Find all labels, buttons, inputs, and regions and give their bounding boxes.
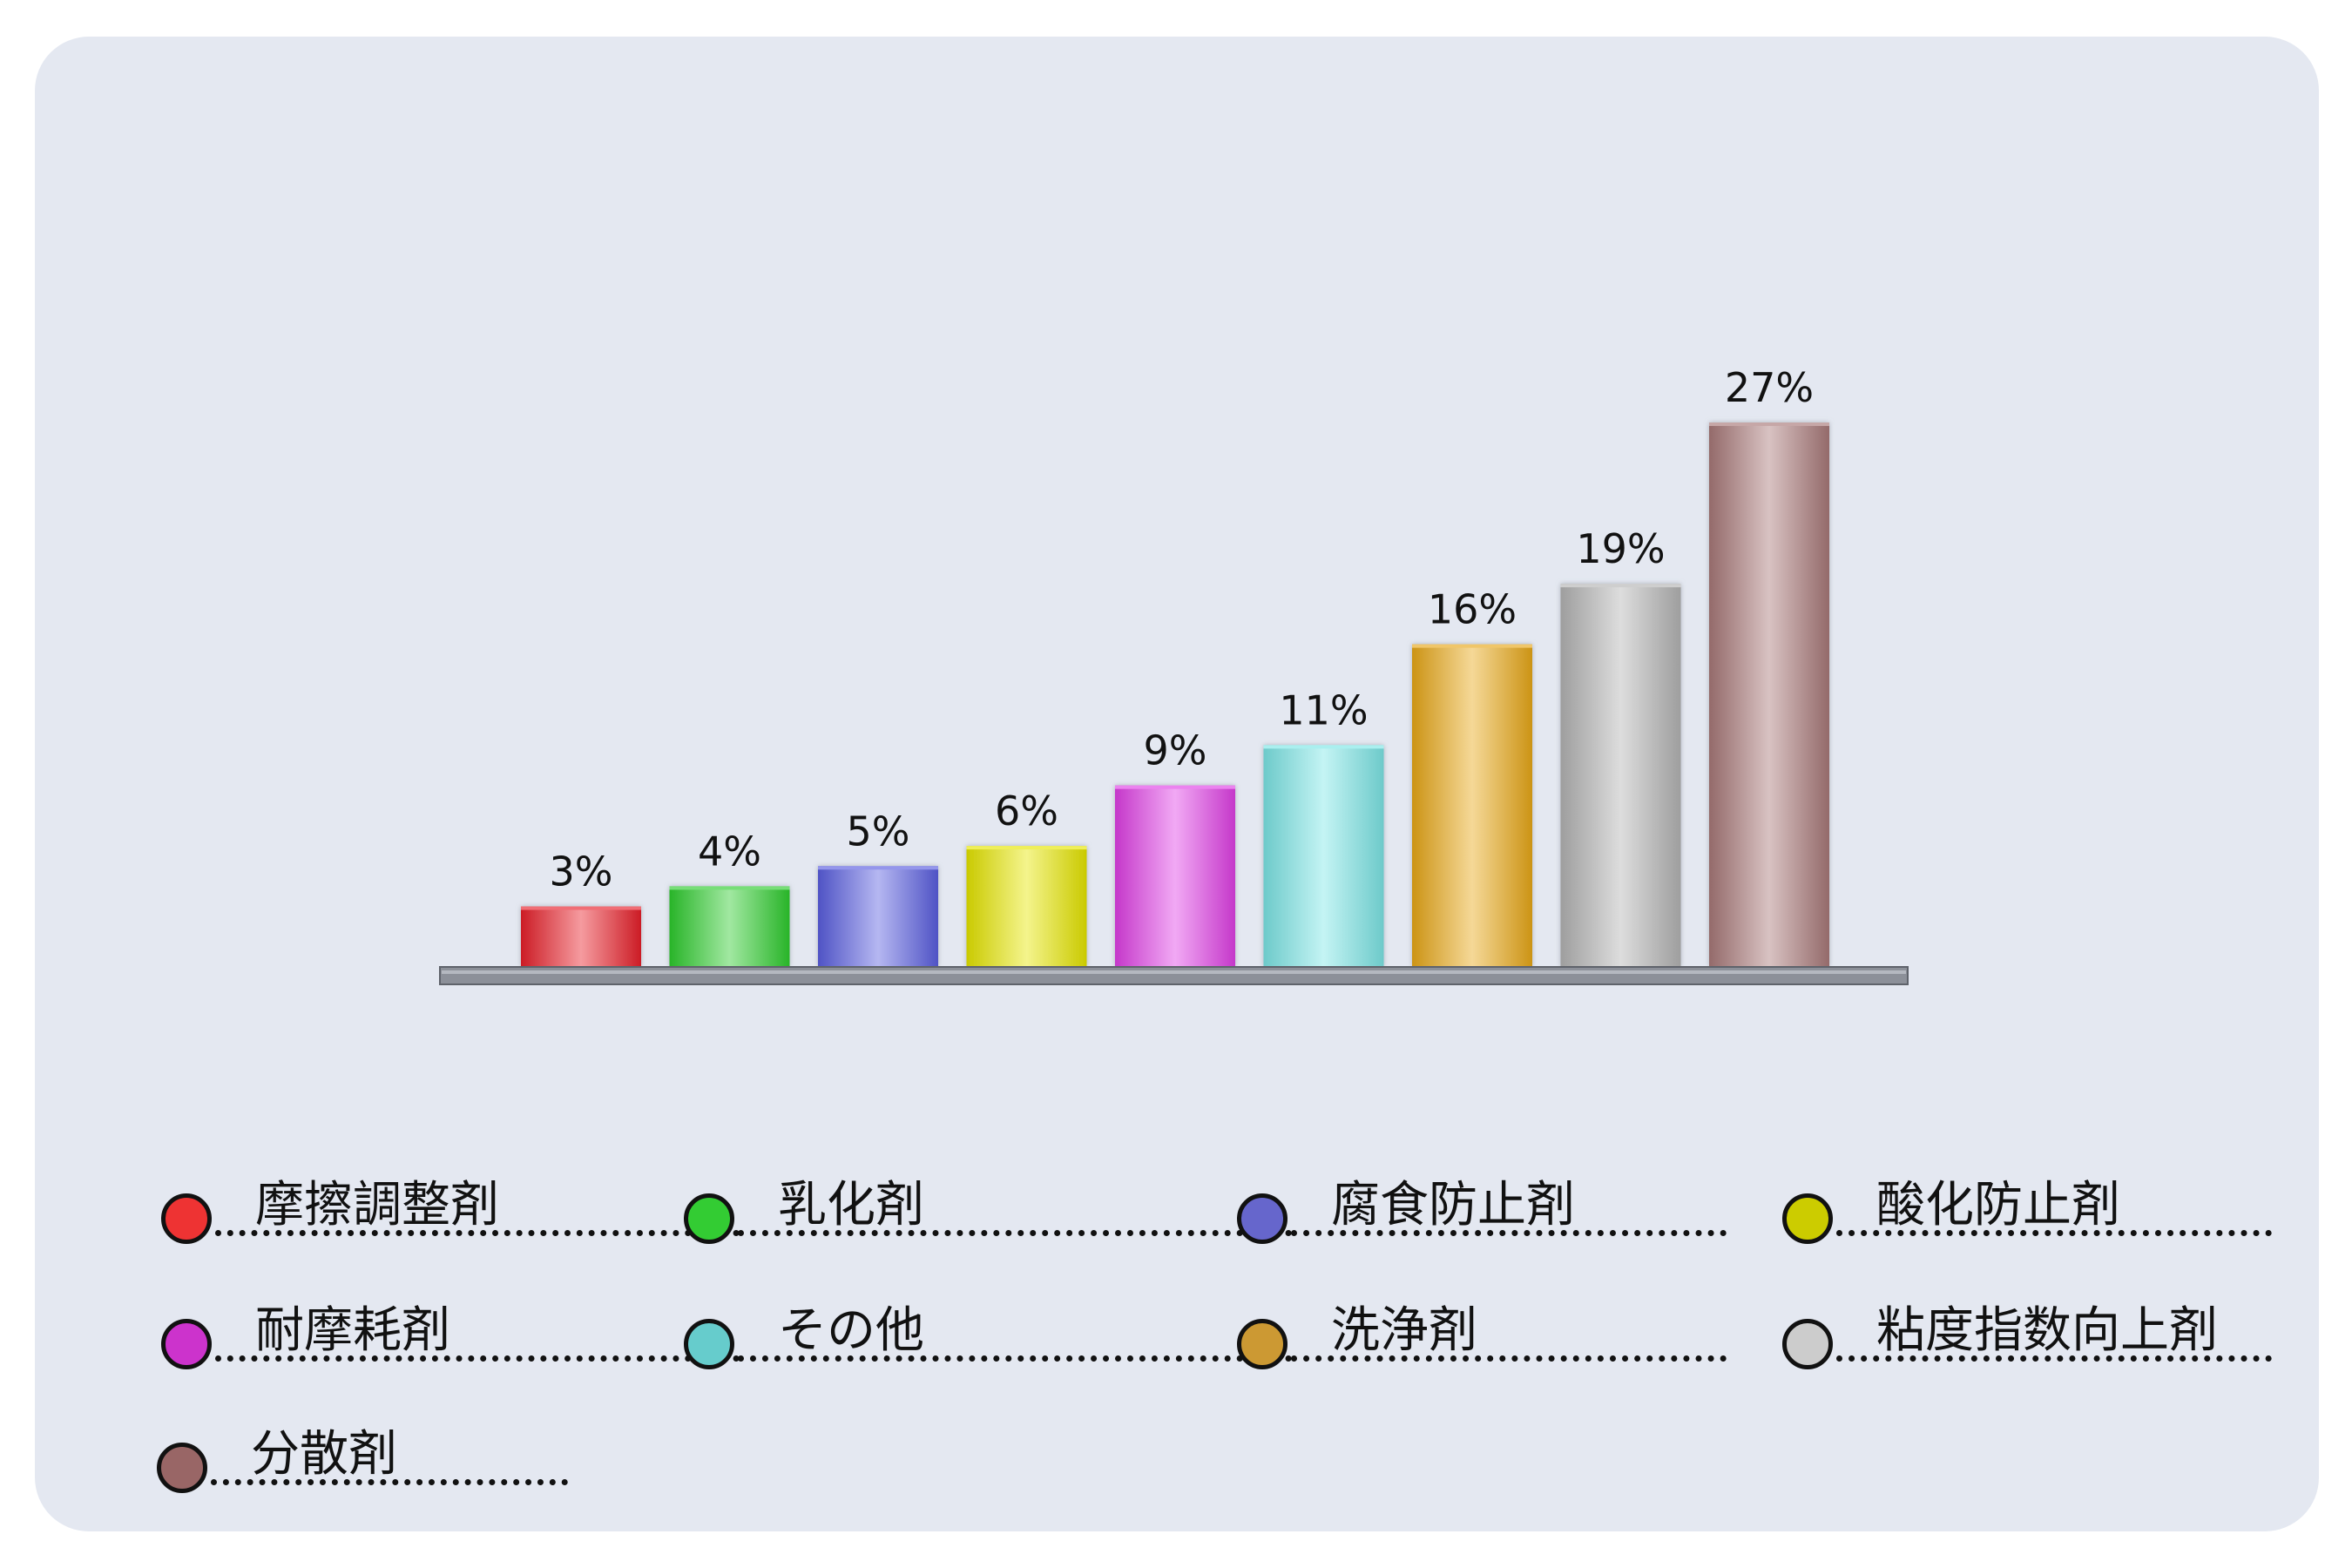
legend-swatch xyxy=(1237,1193,1288,1244)
legend-leader-dots xyxy=(215,1230,740,1236)
bar xyxy=(521,906,641,967)
data-label: 6% xyxy=(995,787,1058,835)
legend-leader-dots xyxy=(1836,1230,2272,1236)
bar-top-edge xyxy=(669,886,790,890)
data-label: 27% xyxy=(1725,364,1814,411)
legend-swatch xyxy=(1237,1319,1288,1369)
bar xyxy=(1560,584,1681,967)
legend-label: 酸化防止剤 xyxy=(1876,1177,2120,1233)
data-label: 9% xyxy=(1144,727,1207,774)
legend-swatch xyxy=(1782,1193,1833,1244)
bar xyxy=(1263,745,1384,967)
legend-label: 腐食防止剤 xyxy=(1331,1177,1575,1233)
legend-swatch xyxy=(161,1319,212,1369)
bar xyxy=(818,866,938,967)
bar-top-edge xyxy=(1560,584,1681,588)
legend-leader-dots xyxy=(1291,1355,1727,1362)
bar-top-edge xyxy=(521,906,641,910)
bar-top-edge xyxy=(1115,785,1235,789)
bar xyxy=(966,846,1087,967)
bar-top-edge xyxy=(1263,745,1384,749)
bar xyxy=(669,886,790,967)
bar-top-edge xyxy=(1709,422,1829,426)
data-label: 11% xyxy=(1279,686,1368,733)
data-label: 16% xyxy=(1428,586,1517,633)
data-label: 4% xyxy=(698,828,761,875)
bar xyxy=(1115,785,1235,967)
legend-label: 分散剤 xyxy=(251,1426,397,1483)
bar-top-edge xyxy=(1412,644,1532,648)
bars-layer xyxy=(521,422,1829,967)
legend-swatch xyxy=(157,1443,207,1493)
legend-leader-dots xyxy=(215,1355,740,1362)
value-labels-layer: 3% 4% 5% 6% 9% 11% 16% 19% 27% xyxy=(550,364,1815,896)
legend-label: 摩擦調整剤 xyxy=(255,1177,499,1233)
legend-label: 乳化剤 xyxy=(778,1177,924,1233)
legend-swatch xyxy=(684,1193,734,1244)
x-axis-baseline xyxy=(439,966,1909,985)
bar xyxy=(1709,422,1829,967)
axis-baseline xyxy=(439,966,1909,985)
bar-top-edge xyxy=(966,846,1087,850)
data-label: 5% xyxy=(847,808,910,855)
legend-leader-dots xyxy=(1836,1355,2272,1362)
legend-label: 粘度指数向上剤 xyxy=(1876,1302,2218,1359)
legend-leader-dots xyxy=(738,1355,1292,1362)
legend-swatch xyxy=(684,1319,734,1369)
legend-leader-dots xyxy=(1291,1230,1727,1236)
chart-panel xyxy=(35,37,2319,1531)
bar xyxy=(1412,644,1532,967)
legend-label: 耐摩耗剤 xyxy=(255,1302,450,1359)
legend-leader-dots xyxy=(211,1479,568,1485)
legend-swatch xyxy=(161,1193,212,1244)
legend-label: その他 xyxy=(778,1302,924,1359)
legend-label: 洗浄剤 xyxy=(1331,1302,1477,1359)
legend-leader-dots xyxy=(738,1230,1292,1236)
data-label: 3% xyxy=(550,848,613,896)
bar-top-edge xyxy=(818,866,938,870)
axis-highlight xyxy=(442,970,1906,974)
data-label: 19% xyxy=(1576,525,1665,572)
legend-swatch xyxy=(1782,1319,1833,1369)
